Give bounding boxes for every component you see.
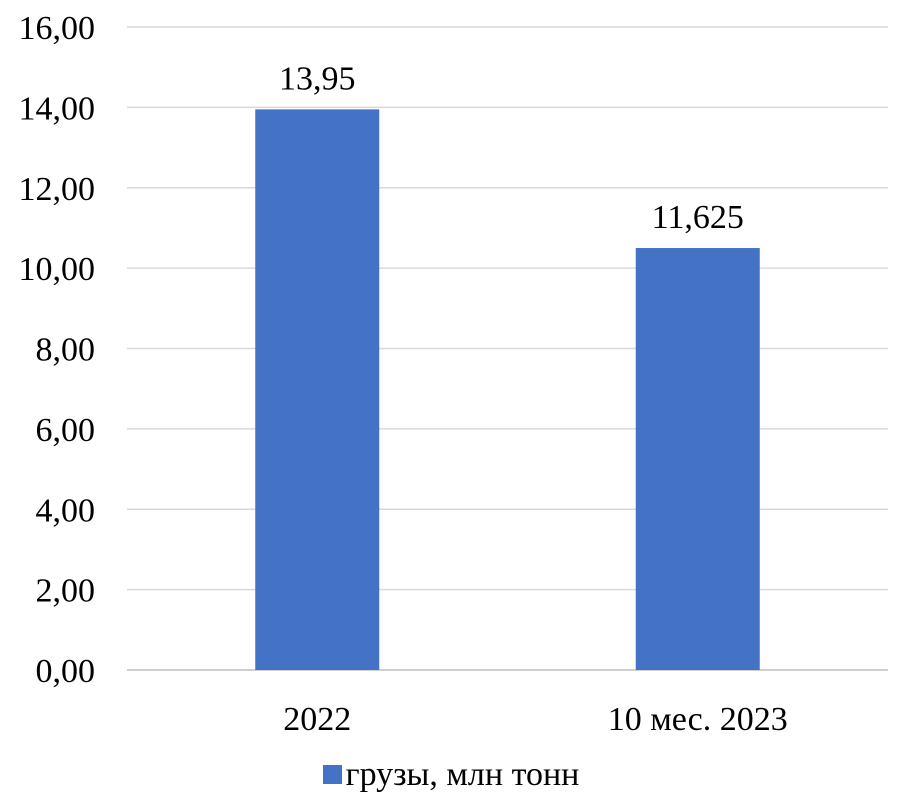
legend-label: грузы, млн тонн: [345, 756, 580, 793]
x-tick-label: 2022: [283, 701, 351, 738]
data-label: 13,95: [279, 60, 356, 97]
legend: грузы, млн тонн: [0, 755, 902, 795]
y-tick-label: 4,00: [36, 492, 96, 529]
bar: [635, 248, 760, 670]
y-tick-label: 12,00: [19, 171, 96, 208]
y-tick-label: 2,00: [36, 573, 96, 610]
x-tick-label: 10 мес. 2023: [608, 701, 788, 738]
y-tick-label: 16,00: [19, 10, 96, 47]
bars: [255, 109, 760, 670]
y-tick-label: 6,00: [36, 412, 96, 449]
gridlines: [127, 26, 888, 671]
legend-swatch: [322, 765, 342, 784]
data-label: 11,625: [652, 199, 744, 236]
bar: [255, 109, 380, 670]
y-axis-ticks: 0,00 2,00 4,00 6,00 8,00 10,00 12,00 14,00 16,00: [19, 10, 96, 690]
y-tick-label: 0,00: [36, 653, 96, 690]
y-tick-label: 8,00: [36, 332, 96, 369]
data-labels: 13,95 11,625: [279, 60, 744, 236]
y-tick-label: 10,00: [19, 251, 96, 288]
x-axis-ticks: 2022 10 мес. 2023: [283, 701, 788, 738]
y-tick-label: 14,00: [19, 90, 96, 127]
